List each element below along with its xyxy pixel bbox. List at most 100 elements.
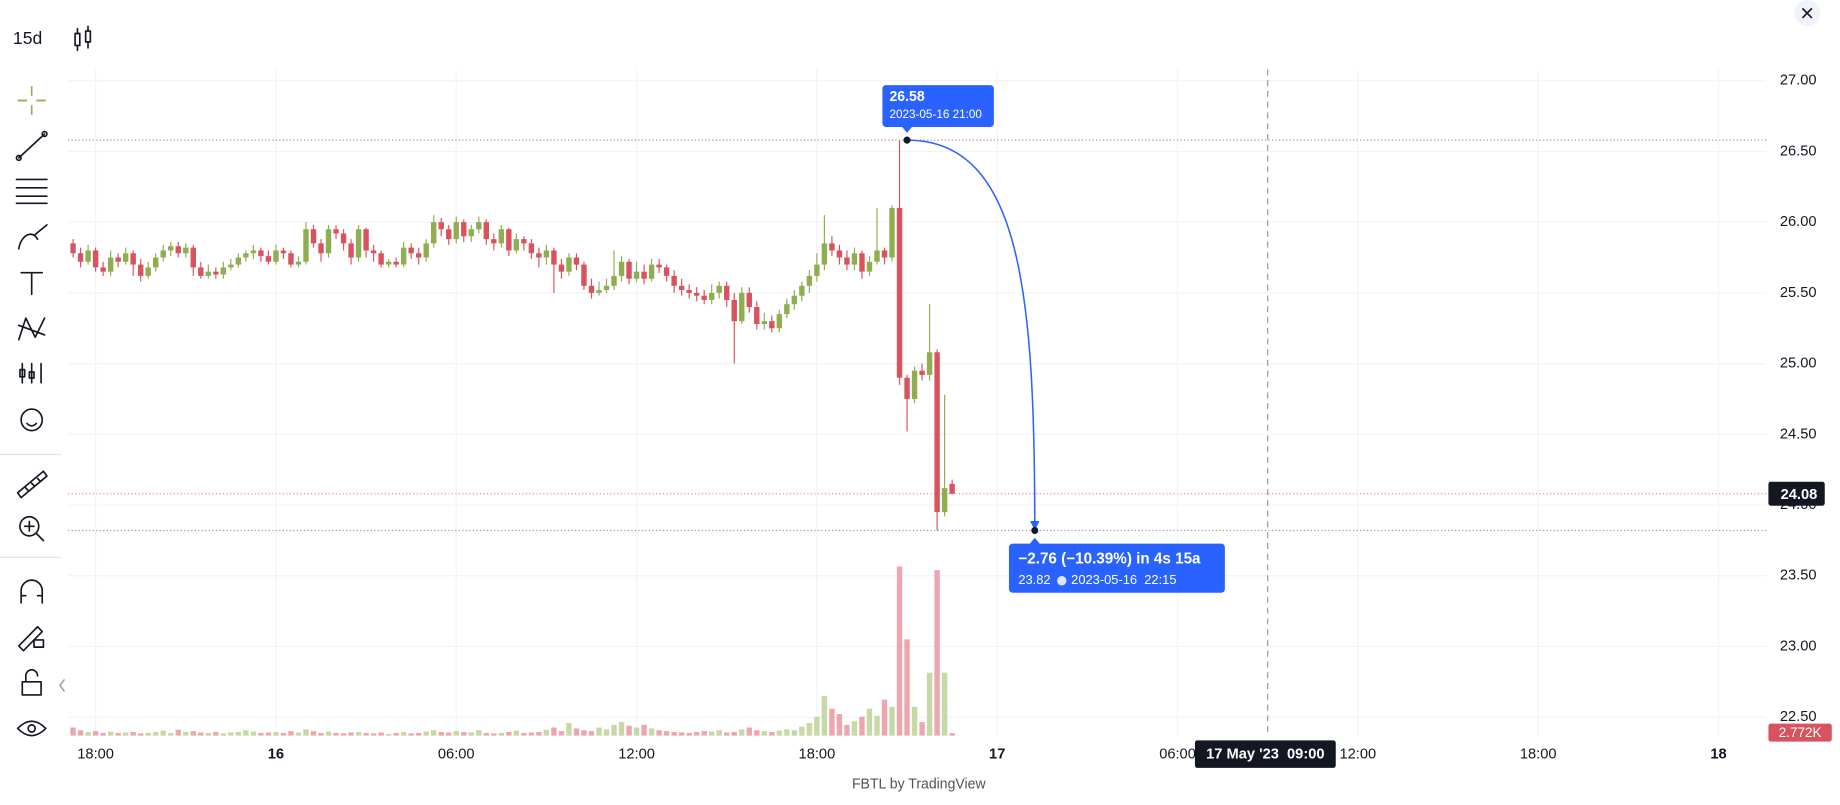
candle-body [746, 292, 752, 308]
volume-bar [708, 731, 715, 736]
candle-body [776, 314, 783, 329]
volume-bar [198, 732, 204, 736]
volume-bar [671, 732, 677, 736]
candle-body [77, 253, 84, 262]
volume-bar [919, 722, 925, 736]
volume-bar [926, 672, 933, 736]
candle-body [446, 229, 452, 240]
volume-bar [686, 732, 692, 736]
collapse-toolbar[interactable] [58, 678, 66, 692]
volume-bar [829, 708, 835, 736]
volume-bar [949, 733, 955, 736]
volume-bar [573, 728, 580, 736]
candle-body [340, 233, 347, 244]
volume-bar [588, 731, 595, 736]
candle-body [235, 257, 242, 265]
forecast-tool[interactable] [19, 362, 42, 384]
volume-bar [521, 732, 527, 736]
measure-end [1031, 526, 1039, 535]
candle-body [243, 253, 249, 258]
volume-layer [70, 566, 955, 736]
candle-body [611, 275, 617, 286]
candle-body [821, 243, 828, 265]
measure-tool[interactable] [16, 470, 48, 499]
footer: FBTL by TradingView [852, 776, 986, 792]
candle-body [791, 295, 798, 305]
volume-bar [941, 672, 948, 736]
volume-bar [400, 732, 407, 736]
candle-body [265, 256, 272, 262]
candle-body [115, 257, 121, 262]
start-price: 26.58 [889, 89, 924, 105]
candle-body [423, 243, 429, 258]
candle-body [836, 250, 843, 258]
text-tool[interactable] [20, 271, 44, 296]
volume-bar [746, 727, 752, 736]
candle-body [438, 222, 444, 230]
crosshair-label: 17 May '23 09:00 [1206, 747, 1324, 763]
candle-body [851, 253, 858, 265]
candle-body [949, 483, 955, 494]
volume-bar [739, 729, 745, 736]
candle-body [521, 239, 527, 244]
volume-bar [431, 730, 437, 736]
candle-body [213, 271, 219, 275]
chart-type-button[interactable] [74, 25, 92, 52]
volume-bar [881, 699, 888, 736]
candle-body [431, 222, 437, 244]
candle-body [934, 352, 940, 513]
y-tick-label: 25.50 [1780, 285, 1817, 301]
candle-body [588, 285, 595, 293]
trend-line-tool[interactable] [15, 130, 48, 162]
visibility-tool[interactable] [16, 720, 47, 737]
candle-body [491, 239, 497, 244]
volume-bar [528, 732, 535, 736]
volume-bar [265, 732, 272, 736]
volume-bar [378, 732, 384, 736]
lock-drawing-tool[interactable] [17, 625, 45, 652]
volume-bar [355, 732, 362, 736]
volume-bar [100, 732, 106, 736]
candle-body [633, 271, 640, 279]
volume-bar [168, 732, 174, 736]
candle-body [844, 257, 850, 265]
brush-tool[interactable] [17, 224, 48, 250]
volume-bar [258, 732, 264, 736]
x-tick-label: 06:00 [1159, 747, 1196, 763]
volume-bar [769, 732, 775, 736]
y-tick-label: 23.50 [1780, 568, 1817, 584]
crosshair-tool[interactable] [17, 86, 46, 115]
crosshair-tag [1194, 740, 1336, 768]
interval[interactable]: 15d [13, 28, 42, 48]
volume-bar [761, 731, 768, 736]
price-lines [68, 139, 1767, 532]
candle-body [228, 264, 234, 268]
y-tick-label: 23.00 [1780, 638, 1817, 654]
candle-body [581, 264, 587, 286]
volume-bar [303, 729, 309, 736]
volume-bar [603, 729, 610, 736]
candle-body [896, 208, 903, 378]
close-button[interactable] [1794, 0, 1821, 27]
lock-tool[interactable] [21, 669, 42, 696]
candle-body [190, 247, 196, 268]
volume-bar [934, 570, 940, 736]
x-tick-label: 16 [268, 747, 284, 763]
candle-body [769, 321, 775, 329]
zoom-tool[interactable] [19, 515, 45, 542]
candle-body [476, 222, 482, 230]
candle-body [551, 250, 557, 265]
volume-bar [235, 732, 242, 736]
pattern-tool[interactable] [17, 317, 46, 341]
candle-body [784, 304, 790, 315]
icon-tool[interactable] [20, 408, 44, 432]
magnet-tool[interactable] [20, 579, 44, 604]
candle-body [498, 229, 505, 244]
fib-tool[interactable] [15, 178, 48, 205]
measure-start [903, 136, 911, 144]
volume-bar [205, 732, 212, 736]
volume-bar [228, 732, 234, 736]
clock-icon [1057, 575, 1067, 586]
volume-bar [190, 731, 196, 736]
